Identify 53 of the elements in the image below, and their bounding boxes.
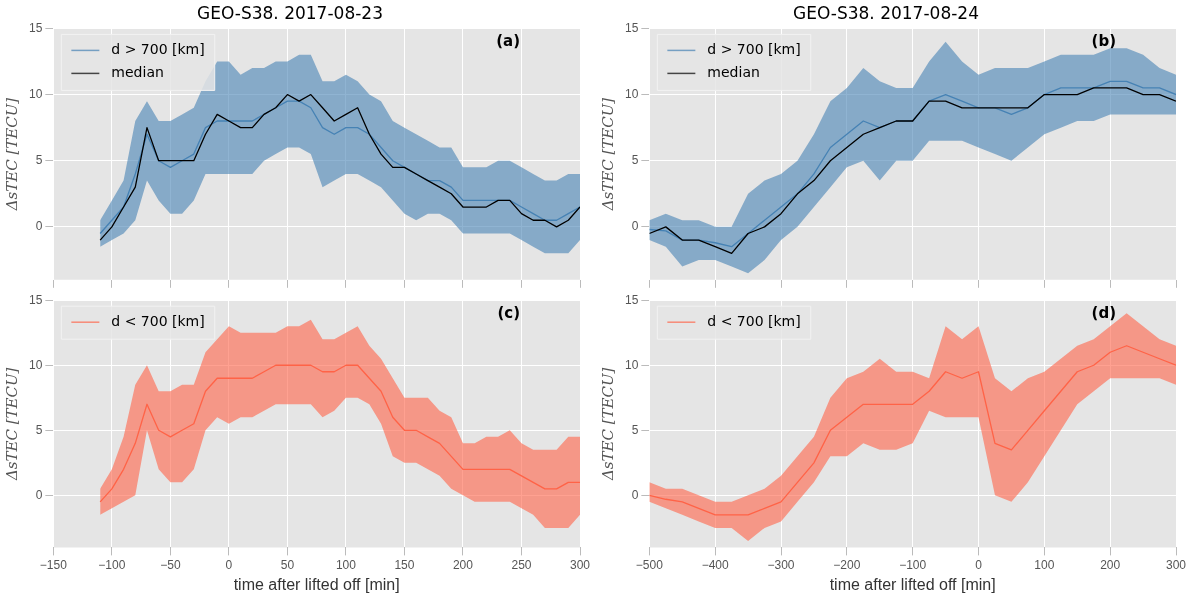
x-tick-label: 0 bbox=[975, 557, 983, 572]
x-tick-label: −50 bbox=[160, 557, 181, 572]
x-tick-label: 0 bbox=[225, 557, 233, 572]
x-tick-label: 300 bbox=[1165, 557, 1187, 572]
y-tick-label: 0 bbox=[35, 487, 43, 502]
y-axis-title: ΔsTEC [TECU] bbox=[598, 97, 617, 212]
legend-label: d > 700 [km] bbox=[707, 41, 801, 58]
x-axis-title: time after lifted off [min] bbox=[829, 575, 996, 593]
y-tick-label: 5 bbox=[631, 153, 639, 168]
y-tick-label: 5 bbox=[631, 422, 639, 437]
y-tick-label: 10 bbox=[28, 357, 43, 372]
annotation: (c) bbox=[497, 303, 520, 322]
y-axis-title: ΔsTEC [TECU] bbox=[598, 367, 617, 482]
y-tick-label: 5 bbox=[35, 422, 43, 437]
x-tick-label: −200 bbox=[833, 557, 861, 572]
y-axis-title: ΔsTEC [TECU] bbox=[2, 97, 21, 212]
x-tick-label: 100 bbox=[1034, 557, 1055, 572]
legend-label: d > 700 [km] bbox=[111, 41, 205, 58]
y-tick-label: 15 bbox=[28, 292, 43, 307]
x-tick-label: 200 bbox=[1100, 557, 1121, 572]
chart-title: GEO-S38. 2017-08-23 bbox=[197, 2, 383, 23]
legend-label: d < 700 [km] bbox=[111, 312, 205, 329]
y-tick-label: 0 bbox=[631, 219, 639, 234]
annotation: (d) bbox=[1091, 303, 1116, 322]
x-tick-label: −500 bbox=[635, 557, 664, 572]
legend-label: median bbox=[111, 64, 164, 81]
y-tick-label: 0 bbox=[631, 487, 639, 502]
annotation: (a) bbox=[496, 31, 520, 50]
x-tick-label: 50 bbox=[280, 557, 295, 572]
y-tick-label: 15 bbox=[624, 292, 639, 307]
x-tick-label: 150 bbox=[394, 557, 415, 572]
legend-label: median bbox=[707, 64, 760, 81]
x-tick-label: 200 bbox=[452, 557, 474, 572]
y-tick-label: 15 bbox=[624, 20, 639, 35]
y-tick-label: 15 bbox=[28, 20, 43, 35]
x-tick-label: 300 bbox=[569, 557, 591, 572]
y-tick-label: 0 bbox=[35, 219, 43, 234]
x-tick-label: 250 bbox=[511, 557, 532, 572]
y-axis-title: ΔsTEC [TECU] bbox=[2, 367, 21, 482]
x-tick-label: −100 bbox=[98, 557, 126, 572]
x-tick-label: −300 bbox=[767, 557, 795, 572]
legend-label: d < 700 [km] bbox=[707, 312, 801, 329]
y-tick-label: 10 bbox=[624, 357, 639, 372]
y-tick-label: 10 bbox=[624, 86, 639, 101]
y-tick-label: 5 bbox=[35, 153, 43, 168]
x-tick-label: −100 bbox=[899, 557, 927, 572]
x-tick-label: 100 bbox=[335, 557, 357, 572]
x-axis-title: time after lifted off [min] bbox=[233, 575, 400, 593]
annotation: (b) bbox=[1091, 31, 1116, 50]
chart-title: GEO-S38. 2017-08-24 bbox=[793, 2, 979, 23]
y-tick-label: 10 bbox=[28, 86, 43, 101]
x-tick-label: −400 bbox=[701, 557, 730, 572]
x-tick-label: −150 bbox=[39, 557, 68, 572]
